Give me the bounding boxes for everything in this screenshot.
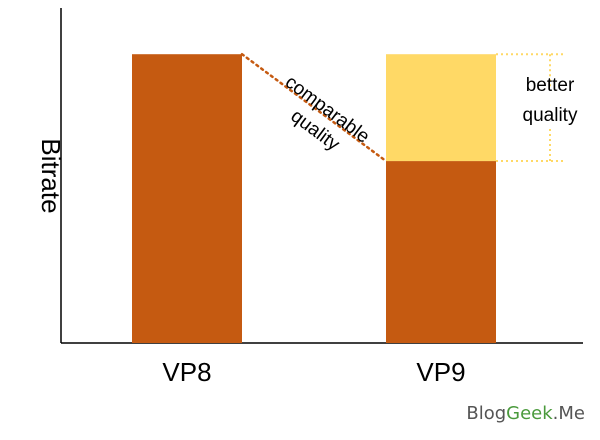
bar-vp8-segment-0 xyxy=(132,54,242,343)
bar-vp9-segment-1 xyxy=(386,54,496,162)
tick-label-vp9: VP9 xyxy=(416,357,465,387)
comparable-quality-annotation: comparable quality xyxy=(267,72,378,170)
bar-vp9-segment-0 xyxy=(386,161,496,343)
watermark-part-blog: Blog xyxy=(466,403,506,424)
comparable-connector-line xyxy=(240,52,388,163)
better-quality-line-1: better xyxy=(526,75,575,96)
y-axis-title: Bitrate xyxy=(36,138,66,213)
tick-label-vp8: VP8 xyxy=(162,357,211,387)
better-quality-line-2: quality xyxy=(523,105,578,126)
bars-group xyxy=(132,54,496,343)
watermark-part-me: .Me xyxy=(553,403,585,424)
blog-watermark: BlogGeek.Me xyxy=(466,403,585,424)
watermark-part-geek: Geek xyxy=(506,403,553,424)
